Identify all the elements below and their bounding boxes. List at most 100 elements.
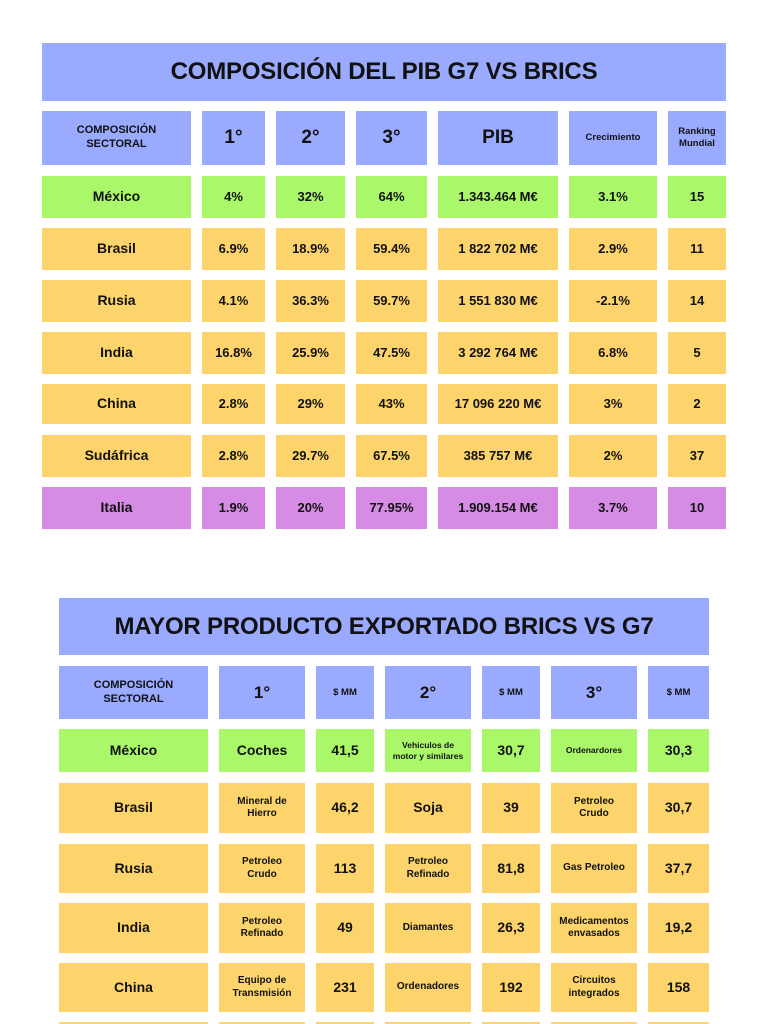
table2-cell-value3: 30,7 xyxy=(648,783,709,833)
table2-cell-value1: 41,5 xyxy=(316,729,374,772)
table1-cell-pib: 385 757 M€ xyxy=(438,435,558,477)
table1-header-3: 3° xyxy=(356,111,427,165)
table2-cell-value1: 49 xyxy=(316,903,374,953)
table2-cell-value3: 30,3 xyxy=(648,729,709,772)
table1-cell-pib: 3 292 764 M€ xyxy=(438,332,558,374)
table2-cell-product2: Diamantes xyxy=(385,903,471,953)
table1-cell-pib: 17 096 220 M€ xyxy=(438,384,558,424)
table1-header-2: 2° xyxy=(276,111,345,165)
table1-row-country: México xyxy=(42,176,191,218)
table2-cell-value2: 26,3 xyxy=(482,903,540,953)
table1-cell-c2: 29.7% xyxy=(276,435,345,477)
table2-row-country: Brasil xyxy=(59,783,208,833)
table1-cell-c1: 16.8% xyxy=(202,332,265,374)
table1-cell-c3: 64% xyxy=(356,176,427,218)
table2-cell-value2: 81,8 xyxy=(482,844,540,893)
table1-cell-crecimiento: 2.9% xyxy=(569,228,657,270)
table1-cell-ranking: 15 xyxy=(668,176,726,218)
table2-title: MAYOR PRODUCTO EXPORTADO BRICS VS G7 xyxy=(59,598,709,655)
table1-cell-c1: 1.9% xyxy=(202,487,265,529)
table2-cell-product2: Vehiculos de motor y similares xyxy=(385,729,471,772)
table2-cell-product2: Ordenadores xyxy=(385,963,471,1012)
table1-cell-c3: 67.5% xyxy=(356,435,427,477)
table2-cell-product2: Soja xyxy=(385,783,471,833)
table2-cell-value2: 39 xyxy=(482,783,540,833)
table1-header-pib: PIB xyxy=(438,111,558,165)
table1-cell-c3: 43% xyxy=(356,384,427,424)
table1-header-1: 1° xyxy=(202,111,265,165)
table1-cell-c3: 59.7% xyxy=(356,280,427,322)
table2-row-country: India xyxy=(59,903,208,953)
table2-row-partial xyxy=(385,1022,471,1024)
table2-header-mm3: $ MM xyxy=(648,666,709,719)
table2-cell-value1: 46,2 xyxy=(316,783,374,833)
table2-cell-value2: 192 xyxy=(482,963,540,1012)
table1-cell-ranking: 2 xyxy=(668,384,726,424)
table1-cell-pib: 1.343.464 M€ xyxy=(438,176,558,218)
table2-header-mm2: $ MM xyxy=(482,666,540,719)
table1-cell-ranking: 11 xyxy=(668,228,726,270)
table1-cell-crecimiento: 3.1% xyxy=(569,176,657,218)
table2-row-partial xyxy=(551,1022,637,1024)
table1-cell-c2: 18.9% xyxy=(276,228,345,270)
table1-cell-pib: 1 551 830 M€ xyxy=(438,280,558,322)
table1-row-country: Brasil xyxy=(42,228,191,270)
table1-cell-crecimiento: 3% xyxy=(569,384,657,424)
table1-cell-ranking: 37 xyxy=(668,435,726,477)
table2-cell-value1: 231 xyxy=(316,963,374,1012)
table1-cell-ranking: 10 xyxy=(668,487,726,529)
table2-row-country: China xyxy=(59,963,208,1012)
table1-cell-c1: 4% xyxy=(202,176,265,218)
table1-cell-c1: 6.9% xyxy=(202,228,265,270)
table2-cell-product1: Mineral de Hierro xyxy=(219,783,305,833)
table1-cell-c2: 29% xyxy=(276,384,345,424)
table1-cell-c2: 25.9% xyxy=(276,332,345,374)
table2-cell-product3: Circuitos integrados xyxy=(551,963,637,1012)
table2-header-sectoral: COMPOSICIÓN SECTORAL xyxy=(59,666,208,719)
table2-cell-product1: Equipo de Transmisión xyxy=(219,963,305,1012)
table1-cell-c2: 20% xyxy=(276,487,345,529)
table2-cell-value1: 113 xyxy=(316,844,374,893)
table1-cell-c3: 47.5% xyxy=(356,332,427,374)
table2-cell-product3: Ordenardores xyxy=(551,729,637,772)
table2-cell-value3: 158 xyxy=(648,963,709,1012)
table1-cell-pib: 1.909.154 M€ xyxy=(438,487,558,529)
table2-header-3: 3° xyxy=(551,666,637,719)
table2-cell-product1: Petroleo Refinado xyxy=(219,903,305,953)
table1-cell-c2: 32% xyxy=(276,176,345,218)
table2-cell-value2: 30,7 xyxy=(482,729,540,772)
table1-cell-crecimiento: 6.8% xyxy=(569,332,657,374)
table2-header-2: 2° xyxy=(385,666,471,719)
table1-cell-c1: 2.8% xyxy=(202,435,265,477)
table2-cell-product1: Petroleo Crudo xyxy=(219,844,305,893)
table1-cell-c3: 77.95% xyxy=(356,487,427,529)
table1-title: COMPOSICIÓN DEL PIB G7 VS BRICS xyxy=(42,43,726,101)
table1-row-country: Italia xyxy=(42,487,191,529)
table1-cell-c3: 59.4% xyxy=(356,228,427,270)
table2-cell-product2: Petroleo Refinado xyxy=(385,844,471,893)
table2-row-partial xyxy=(59,1022,208,1024)
table1-cell-crecimiento: -2.1% xyxy=(569,280,657,322)
table1-cell-crecimiento: 2% xyxy=(569,435,657,477)
table1-row-country: China xyxy=(42,384,191,424)
table1-cell-c2: 36.3% xyxy=(276,280,345,322)
table2-row-partial xyxy=(316,1022,374,1024)
table2-cell-product3: Medicamentos envasados xyxy=(551,903,637,953)
table1-row-country: Rusia xyxy=(42,280,191,322)
table2-row-partial xyxy=(648,1022,709,1024)
table1-cell-ranking: 14 xyxy=(668,280,726,322)
table2-row-partial xyxy=(219,1022,305,1024)
table2-header-mm1: $ MM xyxy=(316,666,374,719)
table2-header-1: 1° xyxy=(219,666,305,719)
table2-cell-product1: Coches xyxy=(219,729,305,772)
table1-cell-crecimiento: 3.7% xyxy=(569,487,657,529)
table1-row-country: Sudáfrica xyxy=(42,435,191,477)
table2-row-country: Rusia xyxy=(59,844,208,893)
table1-cell-c1: 4.1% xyxy=(202,280,265,322)
table1-cell-c1: 2.8% xyxy=(202,384,265,424)
table1-header-crecimiento: Crecimiento xyxy=(569,111,657,165)
table2-cell-value3: 37,7 xyxy=(648,844,709,893)
table2-row-partial xyxy=(482,1022,540,1024)
table2-cell-product3: Gas Petroleo xyxy=(551,844,637,893)
table2-cell-value3: 19,2 xyxy=(648,903,709,953)
